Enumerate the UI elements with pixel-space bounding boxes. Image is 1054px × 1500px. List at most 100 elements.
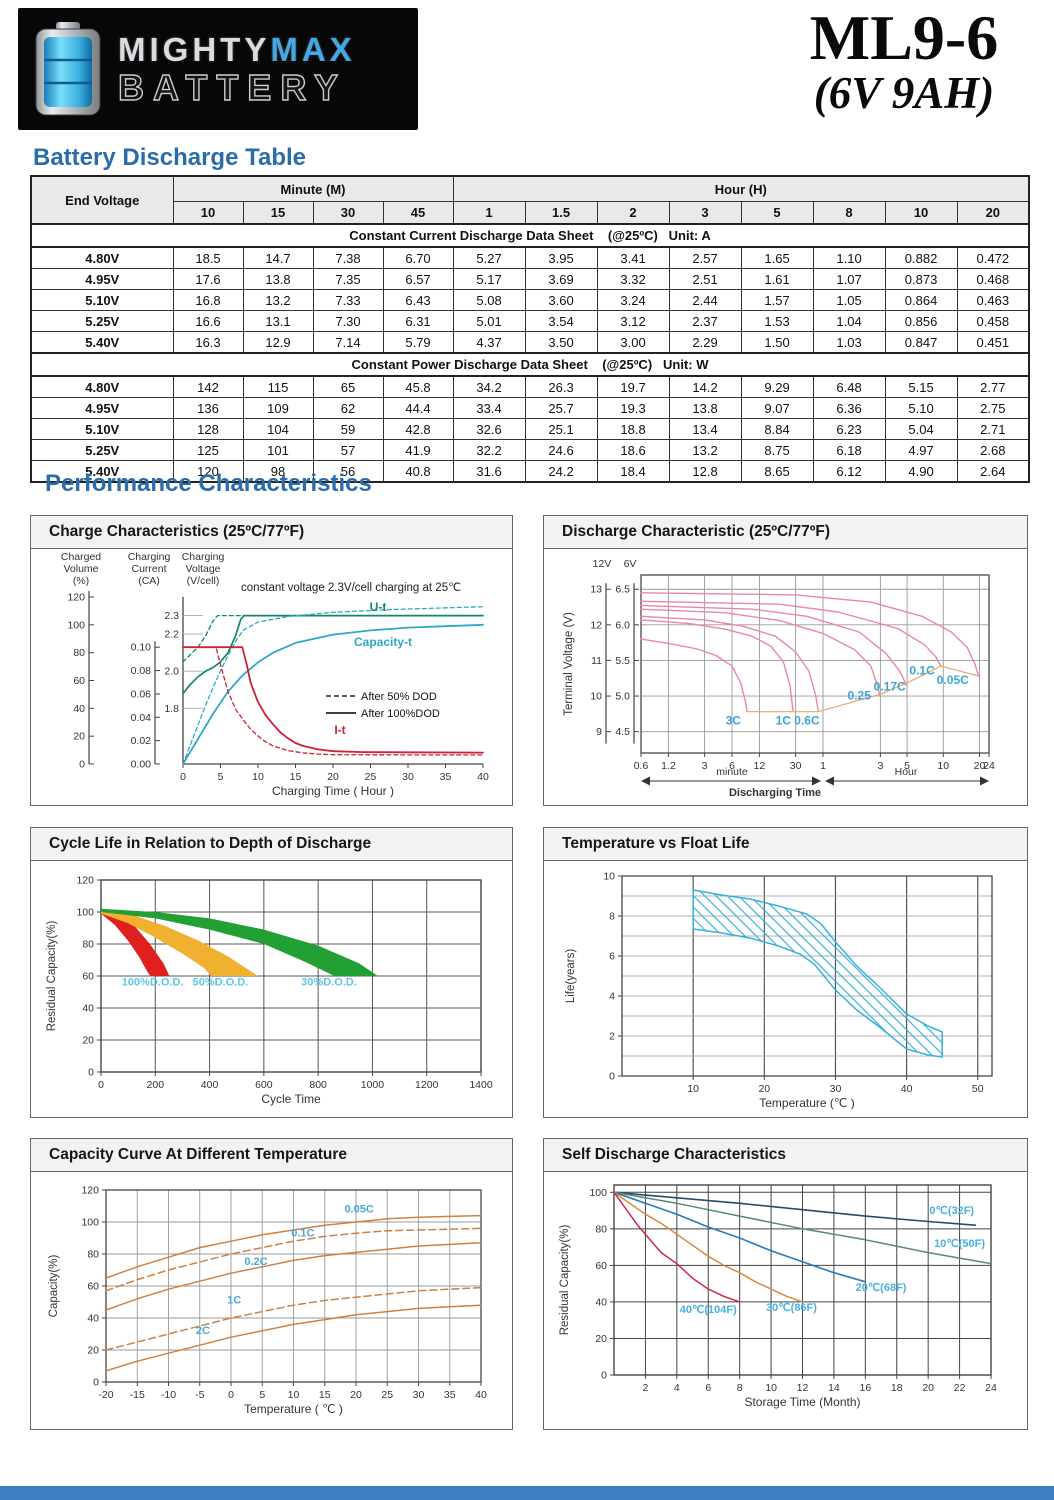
- series-10C: [613, 1191, 992, 1265]
- column-header: 1: [452, 201, 526, 225]
- chart-title: Cycle Life in Relation to Depth of Disch…: [31, 828, 512, 861]
- series-I-t after 100% DOD: [182, 646, 484, 754]
- column-header: 3: [668, 201, 742, 225]
- chart-text: 20: [82, 1035, 94, 1047]
- chart-text: 100: [81, 1217, 99, 1229]
- chart-text: After 50% DOD: [361, 691, 437, 703]
- chart-text: 60: [87, 1281, 99, 1293]
- chart-text: 25: [365, 771, 377, 783]
- chart-text: Temperature (℃ ): [759, 1096, 855, 1110]
- series-0.1C: [640, 600, 942, 667]
- value-cell: 0.864: [884, 289, 958, 311]
- chart-text: 30%D.O.D.: [301, 977, 357, 989]
- table-row: 5.25V 125 101 57 41.9 32.2 24.6 18.6 13.2 8.75 6.1…: [30, 439, 1030, 461]
- chart-text: 5: [904, 760, 910, 772]
- chart-text: Discharging Time: [729, 787, 821, 799]
- column-header: 20: [956, 201, 1030, 225]
- series-0.05C: [640, 592, 980, 677]
- chart-text: 60: [595, 1260, 607, 1272]
- value-cell: 3.12: [596, 310, 670, 332]
- value-cell: 17.6: [172, 268, 244, 290]
- value-cell: 3.69: [524, 268, 598, 290]
- chart-text: After 100%DOD: [361, 708, 440, 720]
- minute-group-header: Minute (M): [172, 175, 454, 202]
- column-header: 5: [740, 201, 814, 225]
- value-cell: 0.856: [884, 310, 958, 332]
- value-cell: 0.468: [956, 268, 1030, 290]
- chart-text: 800: [309, 1079, 327, 1091]
- chart-text: 100: [67, 619, 85, 631]
- chart-text: 12V: [593, 558, 612, 570]
- chart-text: 0.05C: [937, 673, 969, 687]
- value-cell: 13.2: [242, 289, 314, 311]
- chart-text: Charged: [61, 551, 101, 563]
- chart-text: 10: [288, 1389, 300, 1401]
- value-cell: 19.3: [596, 397, 670, 419]
- value-cell: 1.05: [812, 289, 886, 311]
- chart-text: 5: [259, 1389, 265, 1401]
- charge-characteristics-chart: 0 5 10 15 20 25 30 35 40 Charging Time ( Hour ) 12…: [61, 551, 489, 798]
- value-cell: 128: [172, 418, 244, 440]
- value-cell: 44.4: [382, 397, 454, 419]
- chart-text: 20: [73, 731, 85, 743]
- table-row: 5.25V 16.6 13.1 7.30 6.31 5.01 3.54 3.12 2.37 1.5…: [30, 310, 1030, 332]
- chart-text: Residual Capacity(%): [559, 1225, 571, 1336]
- value-cell: 3.32: [596, 268, 670, 290]
- chart-text: Terminal Voltage (V): [563, 612, 575, 716]
- value-cell: 2.71: [956, 418, 1030, 440]
- chart-text: Capacity(%): [48, 1255, 60, 1318]
- discharge-table: End Voltage Minute (M) Hour (H) 10 15 30 45 1 1.…: [30, 175, 1031, 483]
- chart-text: 6: [609, 951, 615, 963]
- model-title-block: ML9-6 (6V 9AH): [784, 4, 1024, 116]
- series-0.1C: [105, 1227, 482, 1292]
- value-cell: 65: [312, 375, 384, 398]
- chart-text: 24: [983, 760, 995, 772]
- value-cell: 1.07: [812, 268, 886, 290]
- value-cell: 18.5: [172, 246, 244, 269]
- chart-text: 40: [87, 1313, 99, 1325]
- value-cell: 16.8: [172, 289, 244, 311]
- chart-text: 1.8: [164, 703, 179, 715]
- chart-text: 0: [601, 1370, 607, 1382]
- chart-text: Residual Capacity(%): [46, 921, 58, 1032]
- series-0.6C: [640, 615, 819, 711]
- row-label: 5.10V: [30, 289, 174, 311]
- chart-title: Charge Characteristics (25ºC/77ºF): [31, 516, 512, 549]
- value-cell: 3.24: [596, 289, 670, 311]
- brand-name-line1: MIGHTYMAX: [118, 33, 356, 66]
- value-cell: 1.53: [740, 310, 814, 332]
- value-cell: 7.30: [312, 310, 384, 332]
- chart-text: 30: [790, 760, 802, 772]
- chart-panel-self-discharge: Self Discharge Characteristics 2 4 6 8 10 12 1…: [543, 1138, 1028, 1430]
- row-label: 5.25V: [30, 439, 174, 461]
- chart-text: 14: [828, 1382, 840, 1394]
- chart-text: 60: [73, 675, 85, 687]
- value-cell: 5.17: [452, 268, 526, 290]
- chart-text: 18: [891, 1382, 903, 1394]
- chart-text: 0.25: [848, 689, 872, 703]
- value-cell: 6.70: [382, 246, 454, 269]
- chart-text: Life(years): [565, 949, 577, 1003]
- chart-text: 12: [590, 619, 602, 631]
- value-cell: 18.8: [596, 418, 670, 440]
- chart-text: 8: [737, 1382, 743, 1394]
- chart-text: 16: [859, 1382, 871, 1394]
- chart-title: Capacity Curve At Different Temperature: [31, 1139, 512, 1172]
- row-label: 5.40V: [30, 460, 174, 483]
- chart-text: 8: [609, 911, 615, 923]
- value-cell: 5.08: [452, 289, 526, 311]
- chart-text: 0℃(32F): [929, 1205, 974, 1217]
- chart-text: 6.0: [615, 619, 630, 631]
- value-cell: 4.97: [884, 439, 958, 461]
- chart-text: 20: [922, 1382, 934, 1394]
- table-row: Constant Current Discharge Data Sheet (@…: [30, 223, 1030, 248]
- value-cell: 62: [312, 397, 384, 419]
- chart-text: 100%D.O.D.: [122, 977, 184, 989]
- row-label: 4.80V: [30, 246, 174, 269]
- chart-text: -10: [161, 1389, 176, 1401]
- chart-text: 2C: [196, 1325, 210, 1337]
- value-cell: 4.37: [452, 331, 526, 354]
- chart-text: 1000: [361, 1079, 385, 1091]
- value-cell: 136: [172, 397, 244, 419]
